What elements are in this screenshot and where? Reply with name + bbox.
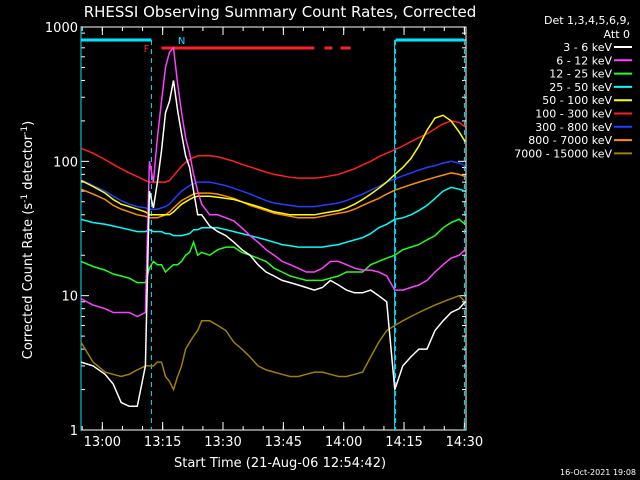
x-tick-label: 13:30 [204,435,241,450]
legend-label: 7000 - 15000 keV [514,147,612,160]
x-axis-label: Start Time (21-Aug-06 12:54:42) [174,456,386,471]
legend-label: 50 - 100 keV [542,94,612,107]
legend-label: 3 - 6 keV [563,41,612,54]
y-axis-label-end: ) [21,121,36,126]
x-tick-label: 14:00 [325,435,362,450]
x-tick-label: 14:15 [385,435,422,450]
series-line-300-800-kev [80,160,466,210]
timestamp: 16-Oct-2021 19:08 [560,468,636,477]
y-tick-label: 1000 [45,21,78,36]
series-line-800-7000-kev [80,172,466,219]
legend-label: 100 - 300 keV [535,108,612,121]
series-line-25-50-kev [80,186,466,248]
legend-label: 25 - 50 keV [549,81,612,94]
x-tick-label: 14:30 [446,435,483,450]
legend-header: Det 1,3,4,5,6,9, [544,14,630,27]
series-line-3-6-kev [80,80,466,408]
x-tick-label: 13:15 [144,435,181,450]
series-line-12-25-kev [80,218,466,284]
y-axis-label-mid: detector [21,134,36,194]
y-tick-label: 100 [53,155,78,170]
x-tick-label: 13:00 [84,435,121,450]
legend-label: 6 - 12 keV [556,54,612,67]
legend-header-2: Att 0 [604,28,630,41]
series-line-100-300-kev [80,120,466,183]
y-axis-label-sup2: -1 [20,126,30,135]
y-tick-label: 10 [61,290,78,305]
legend-label: 300 - 800 keV [535,121,612,134]
n-flag-label: N [178,36,185,47]
legend-label: 800 - 7000 keV [528,134,612,147]
y-axis-label-main: Corrected Count Rate (s [21,203,36,360]
series-line-6-12-kev [80,46,466,318]
chart-title: RHESSI Observing Summary Count Rates, Co… [84,3,477,21]
legend-label: 12 - 25 keV [549,68,612,81]
y-tick-label: 1 [70,424,78,439]
y-axis-label: Corrected Count Rate (s-1 detector-1) [20,121,36,359]
x-tick-label: 13:45 [265,435,302,450]
f-flag-label: F [144,44,150,55]
y-axis-label-sup1: -1 [20,194,30,203]
series-line-7000-15000-kev [80,294,466,392]
series-line-50-100-kev [80,114,466,216]
plot-area: 1 10 100 1000 13:00 13:15 13:30 13:45 14:00 14:15… [45,21,483,450]
